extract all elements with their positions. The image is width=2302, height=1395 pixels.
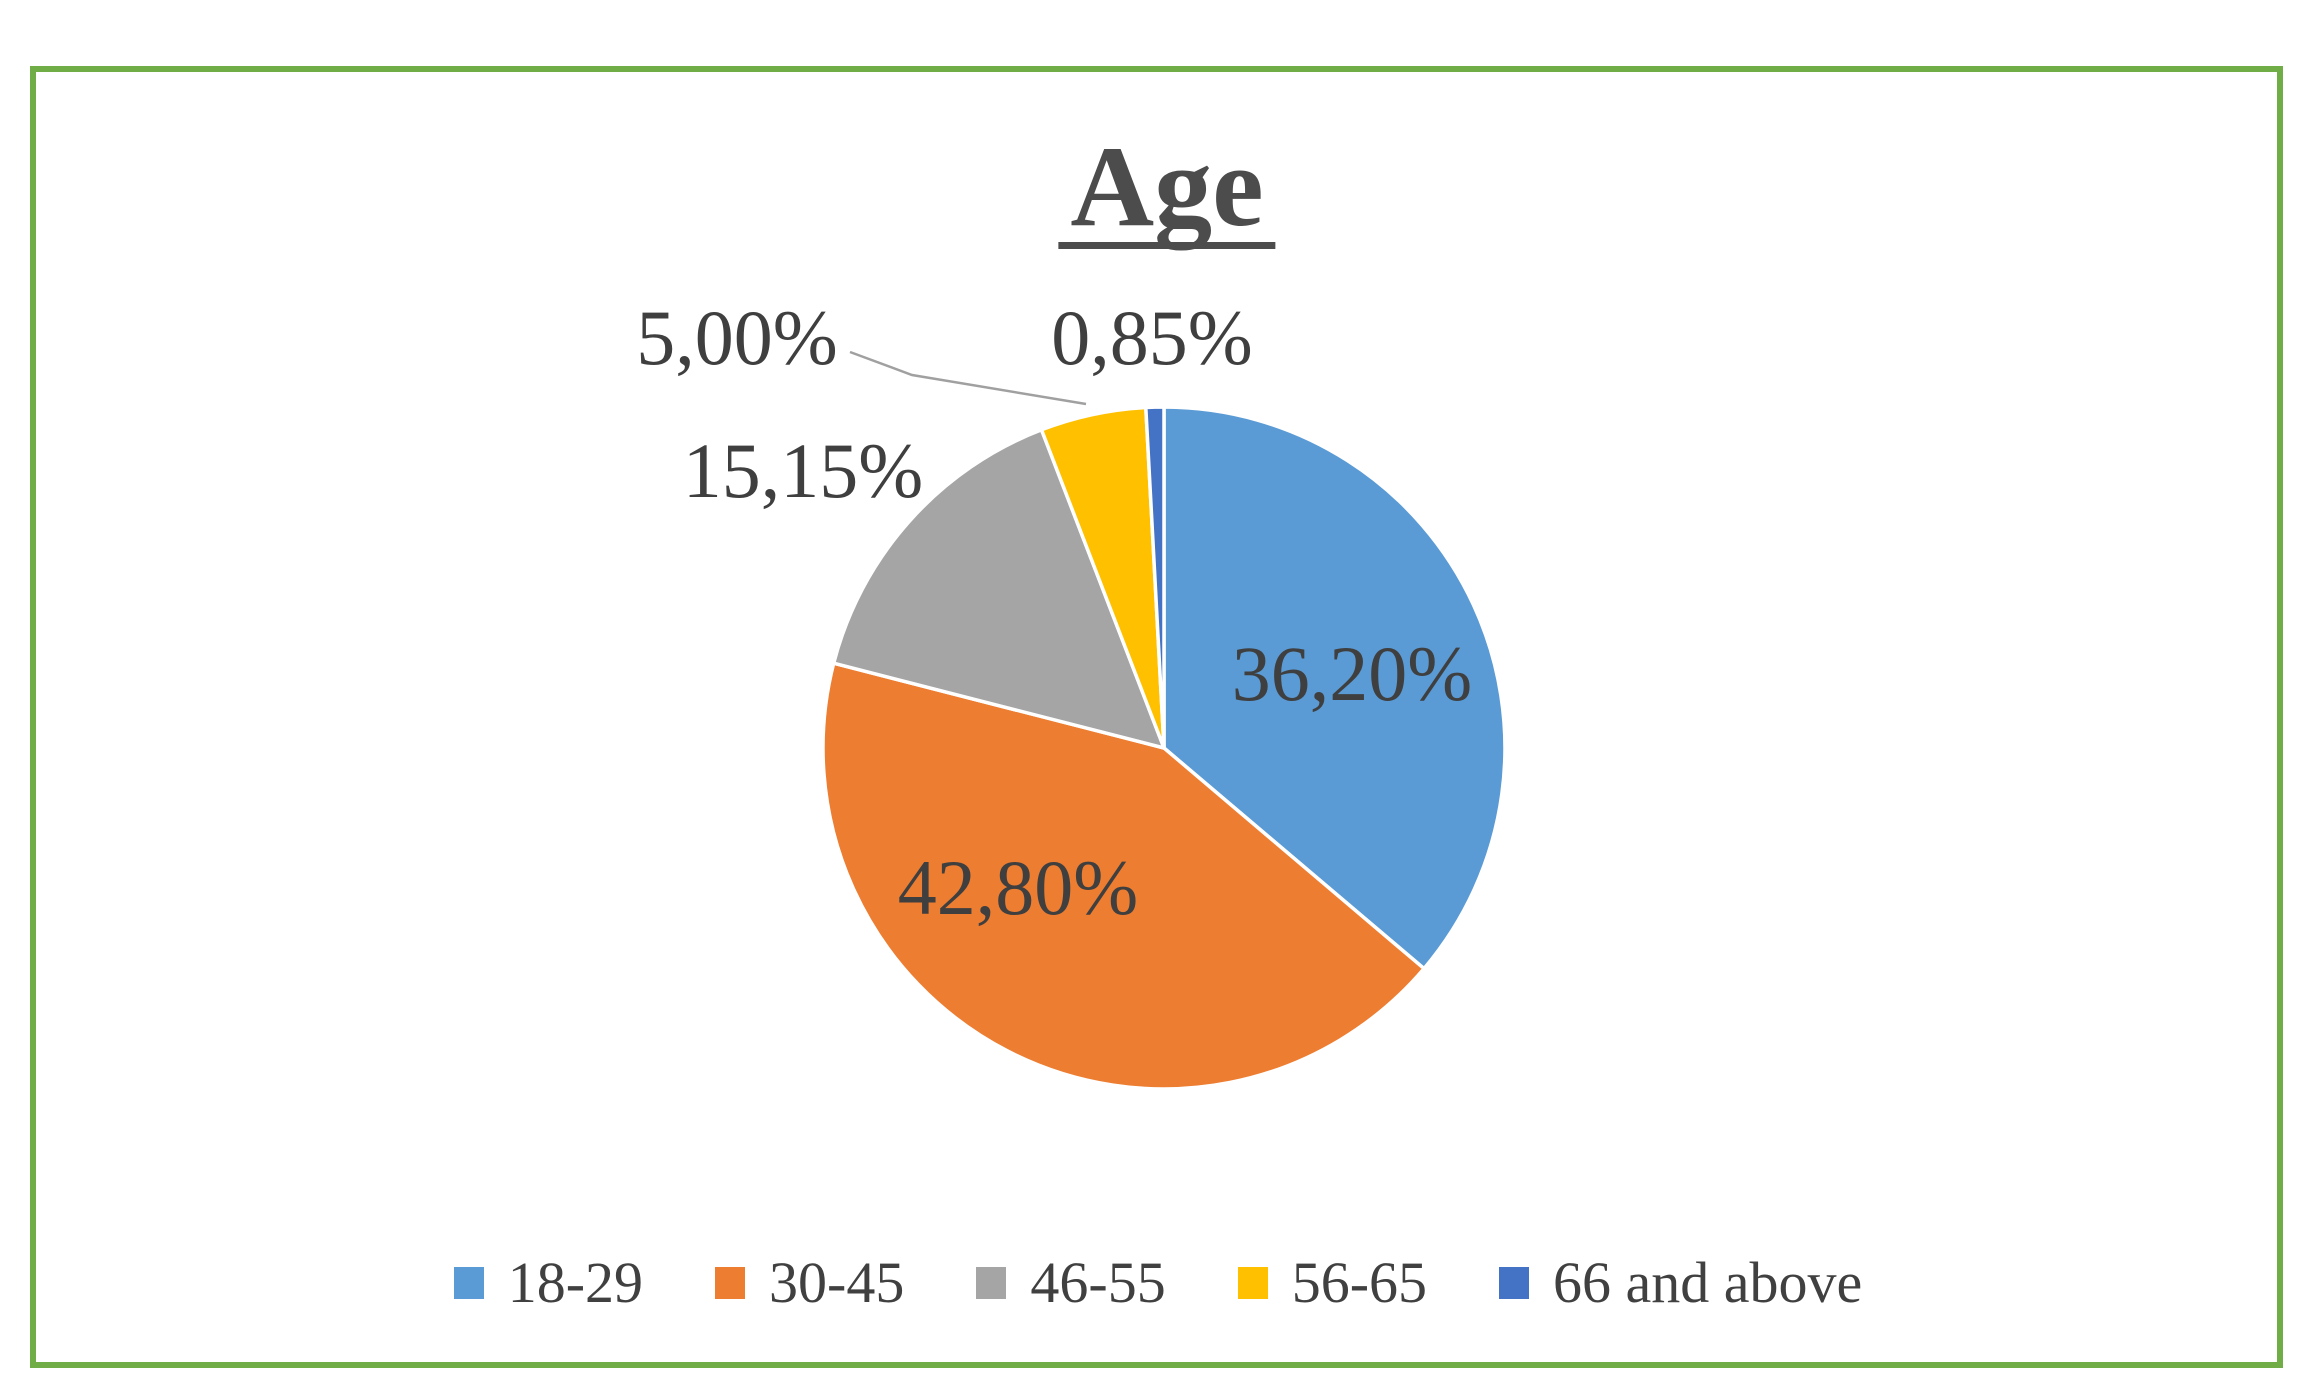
legend-label: 56-65 bbox=[1291, 1250, 1428, 1315]
value-label-46-55: 15,15% bbox=[682, 427, 924, 514]
legend-item-66-and-above: 66 and above bbox=[1499, 1254, 1862, 1312]
legend-swatch-66-and-above bbox=[1499, 1267, 1530, 1299]
legend-swatch-46-55 bbox=[976, 1267, 1007, 1299]
pie-slice-46-55 bbox=[831, 428, 1166, 750]
legend-item-18-29: 18-29 bbox=[453, 1250, 644, 1315]
value-label-56-65: 5,00% bbox=[636, 294, 838, 381]
legend-swatch-56-65 bbox=[1237, 1267, 1268, 1299]
pie-slice-18-29 bbox=[1162, 405, 1507, 971]
value-label-30-45: 42,80% bbox=[897, 844, 1139, 931]
chart-title: Age bbox=[1058, 129, 1276, 250]
legend-item-56-65: 56-65 bbox=[1237, 1250, 1428, 1315]
value-label-18-29: 36,20% bbox=[1231, 630, 1473, 717]
legend-swatch-18-29 bbox=[453, 1267, 484, 1299]
value-label-66-and-above: 0,85% bbox=[1051, 294, 1253, 381]
pie-slice-66-and-above bbox=[1144, 405, 1166, 750]
legend-swatch-30-45 bbox=[715, 1267, 746, 1299]
legend-item-30-45: 30-45 bbox=[715, 1254, 904, 1312]
pie-slice-30-45 bbox=[821, 661, 1426, 1091]
legend-label: 18-29 bbox=[507, 1250, 644, 1315]
leader-line-56-65-label bbox=[849, 350, 1087, 406]
legend-label: 30-45 bbox=[769, 1250, 905, 1315]
legend-label: 66 and above bbox=[1553, 1250, 1863, 1315]
chart-legend: 18-29 30-45 46-55 56-65 66 and above bbox=[36, 1238, 2280, 1328]
legend-item-46-55: 46-55 bbox=[976, 1250, 1166, 1315]
legend-label: 46-55 bbox=[1030, 1250, 1166, 1315]
pie-slices bbox=[821, 405, 1507, 1091]
